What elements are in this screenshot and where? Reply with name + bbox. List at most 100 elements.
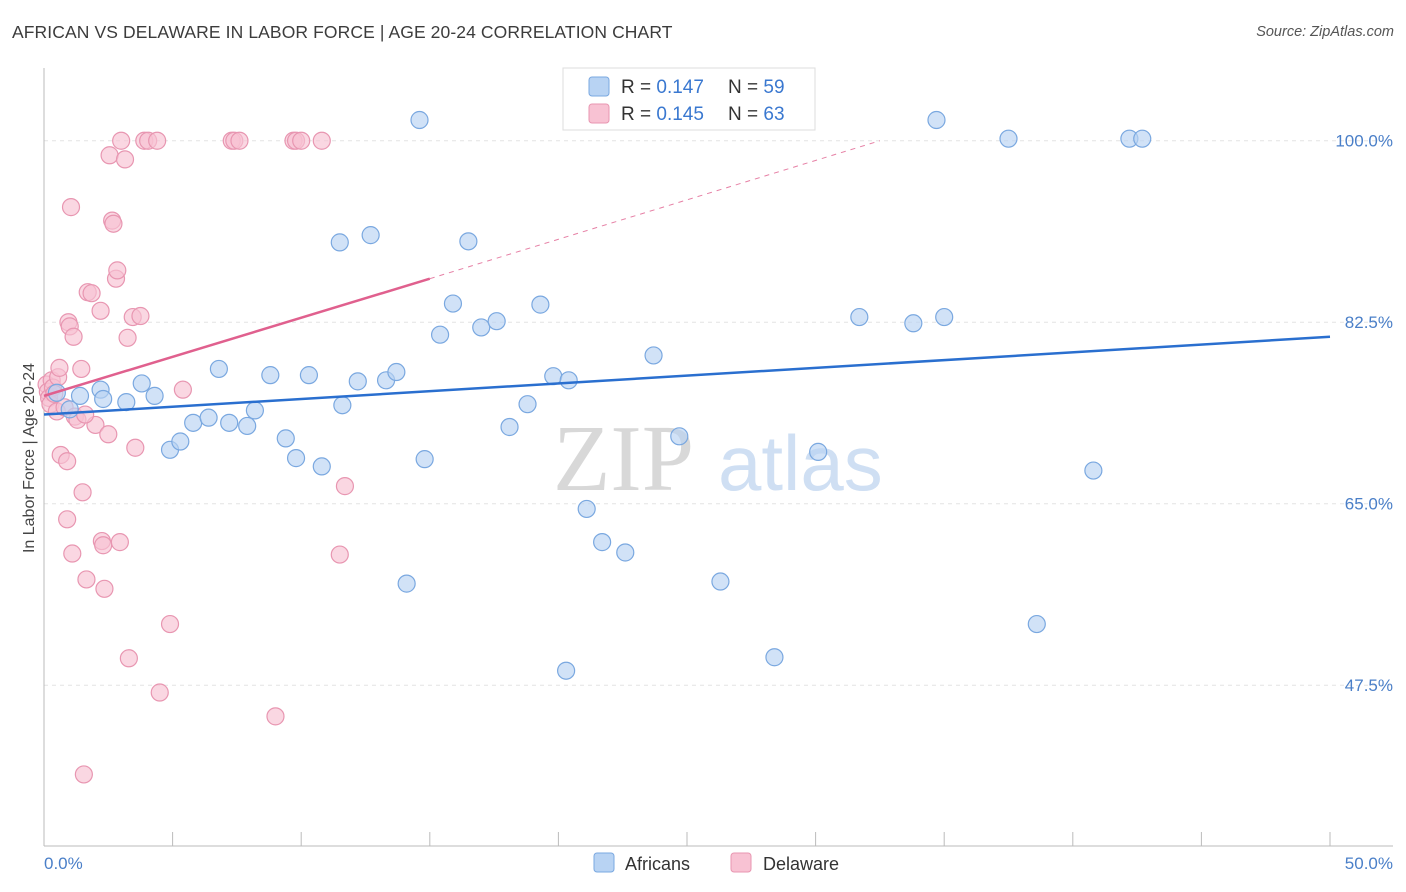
legend-n-delaware: 63 [763, 104, 784, 125]
africans-point-47 [809, 442, 828, 461]
africans-point-48 [850, 307, 869, 327]
africans-point-7 [145, 386, 164, 405]
legend-swatch-africans [588, 76, 610, 97]
delaware-point-40 [115, 150, 135, 169]
trend-lines [43, 140, 1331, 416]
delaware-trend-line [43, 277, 431, 398]
delaware-point-61 [335, 477, 355, 496]
delaware-point-17 [63, 544, 82, 563]
legend-box: R = 0.147 N = 59 R = 0.145 N = 63 [562, 67, 816, 131]
watermark-atlas: atlas [718, 419, 883, 507]
africans-point-15 [245, 401, 265, 420]
delaware-series [37, 131, 355, 784]
delaware-point-9 [50, 358, 69, 377]
grid-lines [44, 140, 1393, 686]
africans-point-56 [1133, 129, 1152, 148]
africans-point-41 [593, 533, 612, 552]
africans-point-24 [361, 226, 380, 245]
africans-point-17 [276, 429, 295, 448]
africans-point-19 [299, 366, 319, 385]
africans-point-45 [711, 572, 730, 591]
delaware-point-51 [173, 380, 192, 399]
africans-point-49 [904, 314, 923, 333]
y-tick-label-0: 100.0% [1335, 132, 1393, 151]
africans-point-50 [927, 110, 946, 130]
africans-point-52 [999, 129, 1018, 148]
delaware-point-13 [58, 510, 77, 529]
africans-point-32 [472, 318, 491, 337]
bottom-legend-africans: Africans [625, 854, 690, 874]
africans-point-20 [312, 457, 331, 476]
y-tick-label-3: 47.5% [1345, 676, 1393, 695]
delaware-point-44 [126, 438, 145, 457]
delaware-point-32 [99, 425, 118, 444]
y-tick-label-1: 82.5% [1345, 313, 1393, 332]
delaware-point-18 [64, 327, 83, 346]
delaware-point-22 [73, 483, 92, 502]
y-tick-labels: 100.0% 82.5% 65.0% 47.5% [1335, 132, 1393, 696]
delaware-point-41 [118, 328, 137, 347]
africans-point-22 [333, 396, 352, 415]
delaware-point-38 [110, 533, 129, 552]
africans-point-28 [415, 450, 434, 469]
bottom-legend-swatch-africans [593, 852, 615, 873]
delaware-point-54 [230, 131, 249, 150]
delaware-point-31 [95, 579, 114, 598]
africans-point-16 [261, 366, 280, 385]
bottom-legend: Africans Delaware [593, 852, 839, 874]
africans-point-21 [330, 233, 349, 252]
y-tick-label-2: 65.0% [1345, 495, 1393, 514]
delaware-point-45 [131, 306, 150, 326]
axes [43, 68, 1393, 847]
bottom-legend-delaware: Delaware [763, 854, 839, 874]
delaware-point-35 [104, 214, 123, 233]
africans-point-34 [500, 417, 519, 437]
africans-point-11 [199, 408, 218, 427]
africans-point-35 [518, 395, 537, 414]
africans-point-51 [935, 307, 954, 327]
africans-point-36 [531, 295, 550, 314]
legend-n-label-africans: N = [728, 77, 763, 98]
watermark: ZIP atlas [553, 407, 883, 511]
delaware-point-48 [148, 131, 167, 150]
legend-r-africans: 0.147 [656, 77, 704, 98]
africans-point-12 [209, 359, 228, 379]
africans-point-4 [94, 389, 113, 409]
africans-series [47, 110, 1152, 680]
africans-point-46 [765, 648, 784, 667]
delaware-point-28 [91, 301, 110, 320]
africans-point-26 [387, 362, 406, 382]
delaware-point-21 [72, 359, 91, 379]
delaware-point-49 [150, 683, 169, 702]
africans-trend-line [43, 335, 1331, 416]
africans-point-33 [487, 312, 506, 331]
delaware-point-55 [266, 707, 285, 726]
y-axis-label: In Labor Force | Age 20-24 [21, 363, 38, 553]
africans-point-2 [70, 386, 90, 405]
africans-point-43 [644, 346, 663, 365]
africans-point-38 [559, 371, 578, 390]
delaware-point-26 [82, 284, 101, 303]
legend-n-africans: 59 [763, 77, 784, 98]
delaware-point-16 [61, 198, 81, 217]
svg-text:N = 59: N = 59 [728, 77, 785, 98]
legend-swatch-delaware [588, 103, 610, 124]
legend-r-delaware: 0.145 [656, 104, 704, 125]
delaware-point-59 [312, 131, 331, 150]
delaware-point-42 [119, 649, 138, 668]
delaware-point-50 [160, 614, 180, 634]
legend-n-label-delaware: N = [728, 104, 763, 125]
africans-point-40 [577, 499, 596, 519]
delaware-point-30 [94, 536, 113, 555]
delaware-point-37 [108, 261, 127, 280]
x-tick-max-label: 50.0% [1345, 854, 1393, 873]
svg-text:R = 0.147: R = 0.147 [621, 77, 704, 98]
africans-point-57 [410, 110, 429, 130]
delaware-point-24 [77, 570, 96, 589]
delaware-trend-extension [429, 140, 881, 280]
africans-point-29 [430, 325, 450, 344]
africans-point-18 [286, 449, 306, 468]
africans-point-44 [670, 427, 689, 446]
svg-text:R = 0.145: R = 0.145 [621, 104, 704, 125]
